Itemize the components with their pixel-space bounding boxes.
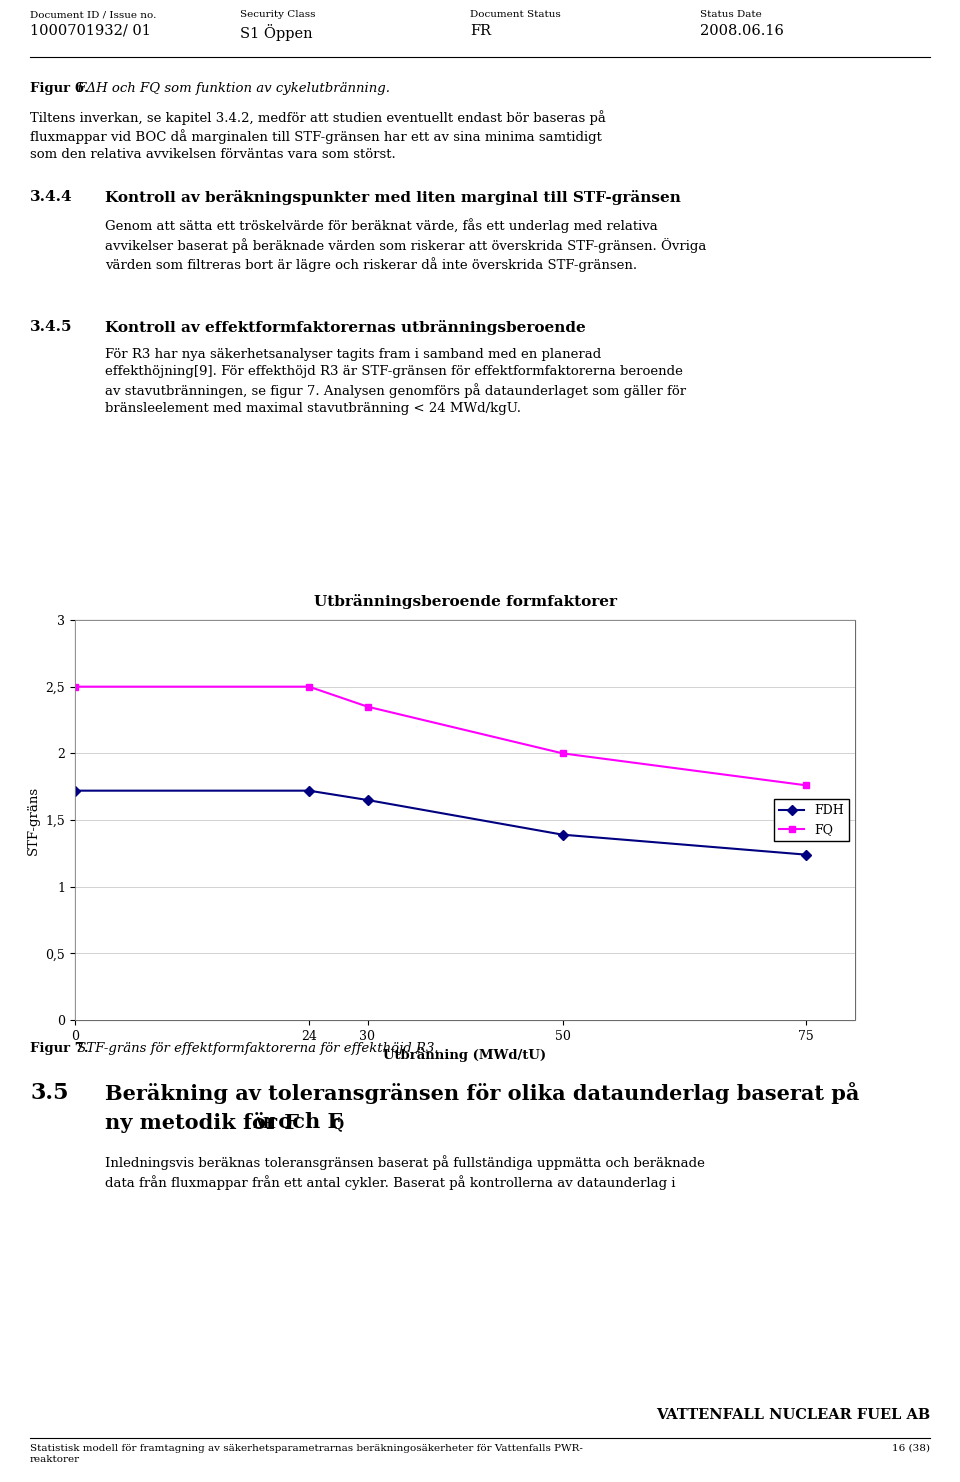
- FDH: [362, 791, 373, 809]
- Text: Beräkning av toleransgränsen för olika dataunderlag baserat på: Beräkning av toleransgränsen för olika d…: [105, 1082, 859, 1104]
- Y-axis label: STF-gräns: STF-gräns: [27, 785, 40, 855]
- X-axis label: Utbränning (MWd/tU): Utbränning (MWd/tU): [383, 1048, 546, 1063]
- Text: För R3 har nya säkerhetsanalyser tagits fram i samband med en planerad
effekthöj: För R3 har nya säkerhetsanalyser tagits …: [105, 348, 686, 415]
- Text: Tiltens inverkan, se kapitel 3.4.2, medför att studien eventuellt endast bör bas: Tiltens inverkan, se kapitel 3.4.2, medf…: [30, 110, 606, 162]
- Text: Statistisk modell för framtagning av säkerhetsparametrarnas beräkningosäkerheter: Statistisk modell för framtagning av säk…: [30, 1443, 583, 1464]
- Text: Kontroll av effektformfaktorernas utbränningsberoende: Kontroll av effektformfaktorernas utbrän…: [105, 320, 586, 335]
- FQ: [801, 777, 812, 794]
- Text: Figur 6.: Figur 6.: [30, 82, 88, 95]
- Text: 16 (38): 16 (38): [892, 1443, 930, 1452]
- Text: Security Class: Security Class: [240, 10, 316, 19]
- Text: S1 Öppen: S1 Öppen: [240, 24, 313, 41]
- Text: Q: Q: [331, 1117, 343, 1131]
- Text: 3.5: 3.5: [30, 1082, 68, 1104]
- Text: ny metodik för F: ny metodik för F: [105, 1112, 299, 1132]
- Text: Inledningsvis beräknas toleransgränsen baserat på fullständiga uppmätta och berä: Inledningsvis beräknas toleransgränsen b…: [105, 1154, 705, 1190]
- Text: 3.4.4: 3.4.4: [30, 190, 73, 205]
- FDH: [557, 825, 568, 843]
- Text: 2008.06.16: 2008.06.16: [700, 24, 784, 39]
- Text: Genom att sätta ett tröskelvärde för beräknat värde, fås ett underlag med relati: Genom att sätta ett tröskelvärde för ber…: [105, 218, 707, 273]
- Text: 1000701932/ 01: 1000701932/ 01: [30, 24, 151, 39]
- Text: FR: FR: [470, 24, 491, 39]
- Text: STF-gräns för effektformfaktorerna för effekthöjd R3.: STF-gräns för effektformfaktorerna för e…: [73, 1042, 439, 1055]
- Line: FQ: FQ: [72, 683, 809, 788]
- FDH: [303, 782, 315, 800]
- Text: Figur 7.: Figur 7.: [30, 1042, 88, 1055]
- Text: Kontroll av beräkningspunkter med liten marginal till STF-gränsen: Kontroll av beräkningspunkter med liten …: [105, 190, 681, 205]
- Text: Status Date: Status Date: [700, 10, 761, 19]
- Text: ΔH: ΔH: [253, 1117, 276, 1131]
- FQ: [303, 677, 315, 695]
- FQ: [557, 744, 568, 762]
- Legend: FDH, FQ: FDH, FQ: [774, 799, 849, 842]
- Text: VATTENFALL NUCLEAR FUEL AB: VATTENFALL NUCLEAR FUEL AB: [656, 1408, 930, 1423]
- Line: FDH: FDH: [72, 787, 809, 858]
- FDH: [69, 782, 81, 800]
- Text: Document ID / Issue no.: Document ID / Issue no.: [30, 10, 156, 19]
- Title: Utbränningsberoende formfaktorer: Utbränningsberoende formfaktorer: [314, 594, 616, 609]
- Text: FΔH och FQ som funktion av cykelutbränning.: FΔH och FQ som funktion av cykelutbränni…: [73, 82, 390, 95]
- Text: Document Status: Document Status: [470, 10, 561, 19]
- Text: 3.4.5: 3.4.5: [30, 320, 73, 333]
- FQ: [69, 677, 81, 695]
- FQ: [362, 698, 373, 716]
- FDH: [801, 846, 812, 864]
- Text: och F: och F: [271, 1112, 343, 1132]
